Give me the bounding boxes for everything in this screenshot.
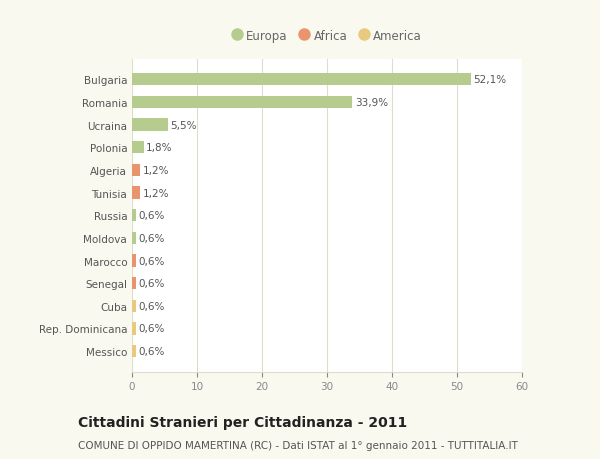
Bar bbox=[132, 323, 136, 335]
Bar bbox=[132, 277, 136, 290]
Text: 52,1%: 52,1% bbox=[473, 75, 506, 85]
Bar bbox=[132, 164, 140, 177]
Bar bbox=[132, 187, 140, 199]
Bar bbox=[132, 74, 470, 86]
Text: 0,6%: 0,6% bbox=[139, 347, 165, 356]
Bar bbox=[132, 119, 168, 132]
Bar bbox=[132, 255, 136, 267]
Text: Cittadini Stranieri per Cittadinanza - 2011: Cittadini Stranieri per Cittadinanza - 2… bbox=[78, 415, 407, 429]
Text: 0,6%: 0,6% bbox=[139, 324, 165, 334]
Text: 0,6%: 0,6% bbox=[139, 256, 165, 266]
Text: 0,6%: 0,6% bbox=[139, 233, 165, 243]
Bar bbox=[132, 300, 136, 313]
Text: 0,6%: 0,6% bbox=[139, 301, 165, 311]
Bar bbox=[132, 142, 144, 154]
Text: 33,9%: 33,9% bbox=[355, 98, 388, 108]
Text: 0,6%: 0,6% bbox=[139, 279, 165, 289]
Bar bbox=[132, 345, 136, 358]
Text: 1,8%: 1,8% bbox=[146, 143, 173, 153]
Text: 1,2%: 1,2% bbox=[142, 166, 169, 175]
Text: 0,6%: 0,6% bbox=[139, 211, 165, 221]
Text: 5,5%: 5,5% bbox=[170, 120, 197, 130]
Bar bbox=[132, 209, 136, 222]
Text: COMUNE DI OPPIDO MAMERTINA (RC) - Dati ISTAT al 1° gennaio 2011 - TUTTITALIA.IT: COMUNE DI OPPIDO MAMERTINA (RC) - Dati I… bbox=[78, 440, 518, 450]
Bar bbox=[132, 96, 352, 109]
Text: 1,2%: 1,2% bbox=[142, 188, 169, 198]
Bar bbox=[132, 232, 136, 245]
Legend: Europa, Africa, America: Europa, Africa, America bbox=[227, 25, 427, 47]
